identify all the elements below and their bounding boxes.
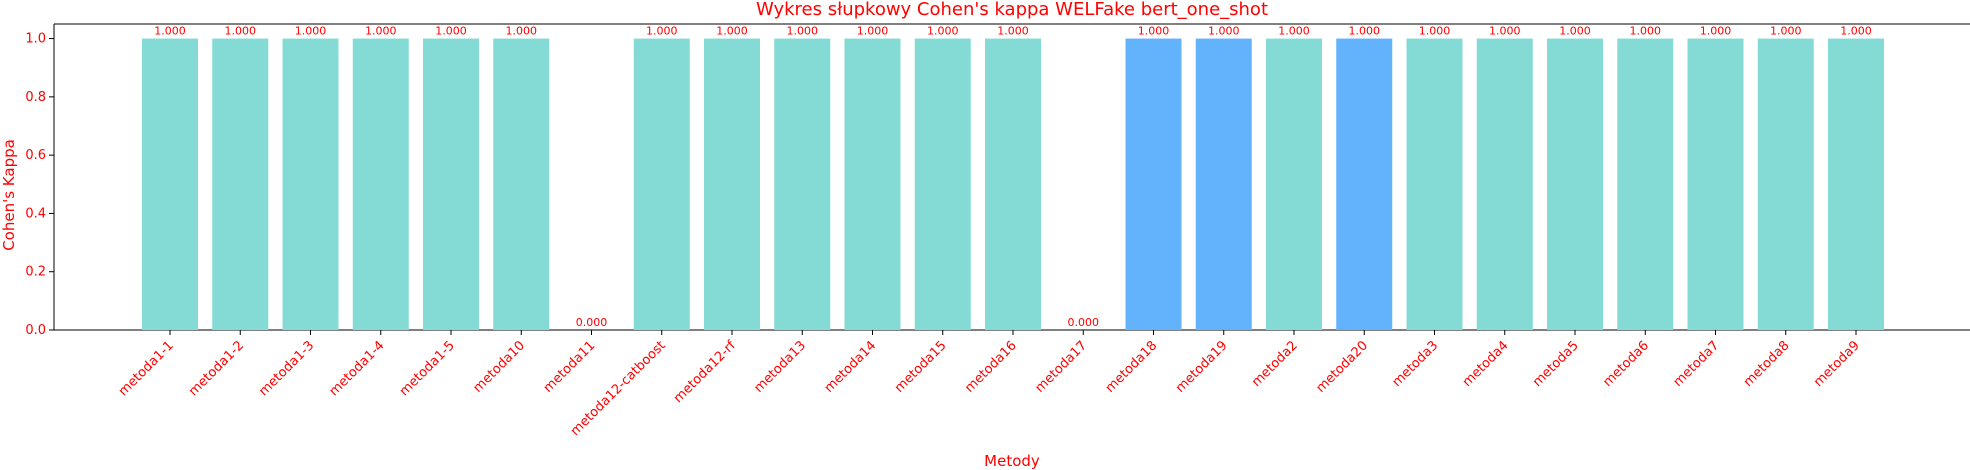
x-tick-label: metoda15 xyxy=(892,338,950,396)
bar-value-label: 1.000 xyxy=(857,25,889,38)
bar xyxy=(142,38,198,330)
x-tick-label: metoda16 xyxy=(962,338,1020,396)
bar xyxy=(985,38,1041,330)
bar-value-label: 1.000 xyxy=(435,25,467,38)
y-axis-label: Cohen's Kappa xyxy=(0,139,18,251)
chart-title: Wykres słupkowy Cohen's kappa WELFake be… xyxy=(756,0,1268,20)
x-tick-label: metoda4 xyxy=(1460,338,1512,390)
x-tick-label: metoda11 xyxy=(541,338,599,396)
bar xyxy=(493,38,550,330)
x-tick-label: metoda5 xyxy=(1530,338,1582,390)
y-tick-label: 0.0 xyxy=(25,323,46,338)
x-tick-label: metoda7 xyxy=(1671,338,1723,390)
x-tick-label: metoda1-1 xyxy=(116,338,177,399)
bar-value-label: 1.000 xyxy=(1278,25,1310,38)
x-tick-label: metoda2 xyxy=(1249,338,1301,390)
x-tick-label: metoda12-rf xyxy=(671,338,739,406)
bar-value-label: 1.000 xyxy=(787,25,819,38)
bar-value-label: 1.000 xyxy=(927,25,959,38)
bar-value-label: 1.000 xyxy=(1559,25,1591,38)
y-tick-label: 1.0 xyxy=(25,32,46,47)
bar xyxy=(844,38,901,330)
y-tick-label: 0.8 xyxy=(25,90,46,105)
x-tick-label: metoda14 xyxy=(822,338,880,396)
x-tick-label: metoda1-3 xyxy=(256,338,317,399)
bar-value-label: 1.000 xyxy=(225,25,257,38)
x-tick-label: metoda13 xyxy=(751,338,809,396)
bar-value-label: 1.000 xyxy=(1840,25,1872,38)
x-tick-label: metoda20 xyxy=(1313,338,1371,396)
x-tick-label: metoda6 xyxy=(1600,338,1652,390)
bar-value-label: 1.000 xyxy=(1419,25,1451,38)
bar xyxy=(352,38,409,330)
x-tick-label: metoda8 xyxy=(1741,338,1793,390)
bar-value-label: 1.000 xyxy=(154,25,186,38)
bar-value-label: 0.000 xyxy=(576,316,608,329)
bar xyxy=(1336,38,1393,330)
y-tick-label: 0.4 xyxy=(25,206,46,221)
x-tick-label: metoda18 xyxy=(1103,338,1161,396)
x-tick-label: metoda1-5 xyxy=(397,338,458,399)
x-tick-label: metoda19 xyxy=(1173,338,1231,396)
bar-value-label: 1.000 xyxy=(1630,25,1662,38)
x-tick-label: metoda3 xyxy=(1390,338,1442,390)
bar-value-label: 1.000 xyxy=(506,25,538,38)
bar-value-label: 1.000 xyxy=(1138,25,1170,38)
bar xyxy=(1266,38,1322,330)
bar xyxy=(282,38,339,330)
bar xyxy=(774,38,831,330)
x-tick-label: metoda9 xyxy=(1811,338,1863,390)
bar xyxy=(1828,38,1884,330)
x-axis-label: Metody xyxy=(984,452,1040,470)
bar-value-label: 1.000 xyxy=(1489,25,1521,38)
bar xyxy=(633,38,690,330)
bar-value-label: 1.000 xyxy=(1700,25,1732,38)
bar xyxy=(914,38,971,330)
bar-value-label: 1.000 xyxy=(1208,25,1240,38)
bar xyxy=(1406,38,1463,330)
bar xyxy=(1757,38,1814,330)
bar xyxy=(423,38,479,330)
x-tick-label: metoda1-4 xyxy=(327,338,388,399)
bar xyxy=(1476,38,1533,330)
bar-value-label: 1.000 xyxy=(365,25,397,38)
bar-value-label: 0.000 xyxy=(1068,316,1100,329)
bar-value-label: 1.000 xyxy=(1770,25,1802,38)
y-tick-label: 0.6 xyxy=(25,148,46,163)
bar-value-label: 1.000 xyxy=(646,25,678,38)
bar xyxy=(212,38,269,330)
x-tick-label: metoda10 xyxy=(470,338,528,396)
y-tick-label: 0.2 xyxy=(25,265,46,280)
bar xyxy=(1617,38,1674,330)
bar xyxy=(1687,38,1744,330)
bar-value-label: 1.000 xyxy=(716,25,748,38)
bar xyxy=(1547,38,1603,330)
bar-value-label: 1.000 xyxy=(1349,25,1381,38)
x-tick-label: metoda17 xyxy=(1032,338,1090,396)
bar xyxy=(704,38,760,330)
plot-area: 0.0 0.2 0.4 0.6 0.8 1.0 1.000 metoda1-1 1.000 met… xyxy=(25,23,1970,439)
bar-value-label: 1.000 xyxy=(295,25,327,38)
bar xyxy=(1195,38,1252,330)
bar xyxy=(1125,38,1182,330)
x-tick-label: metoda1-2 xyxy=(186,338,247,399)
bar-value-label: 1.000 xyxy=(997,25,1029,38)
